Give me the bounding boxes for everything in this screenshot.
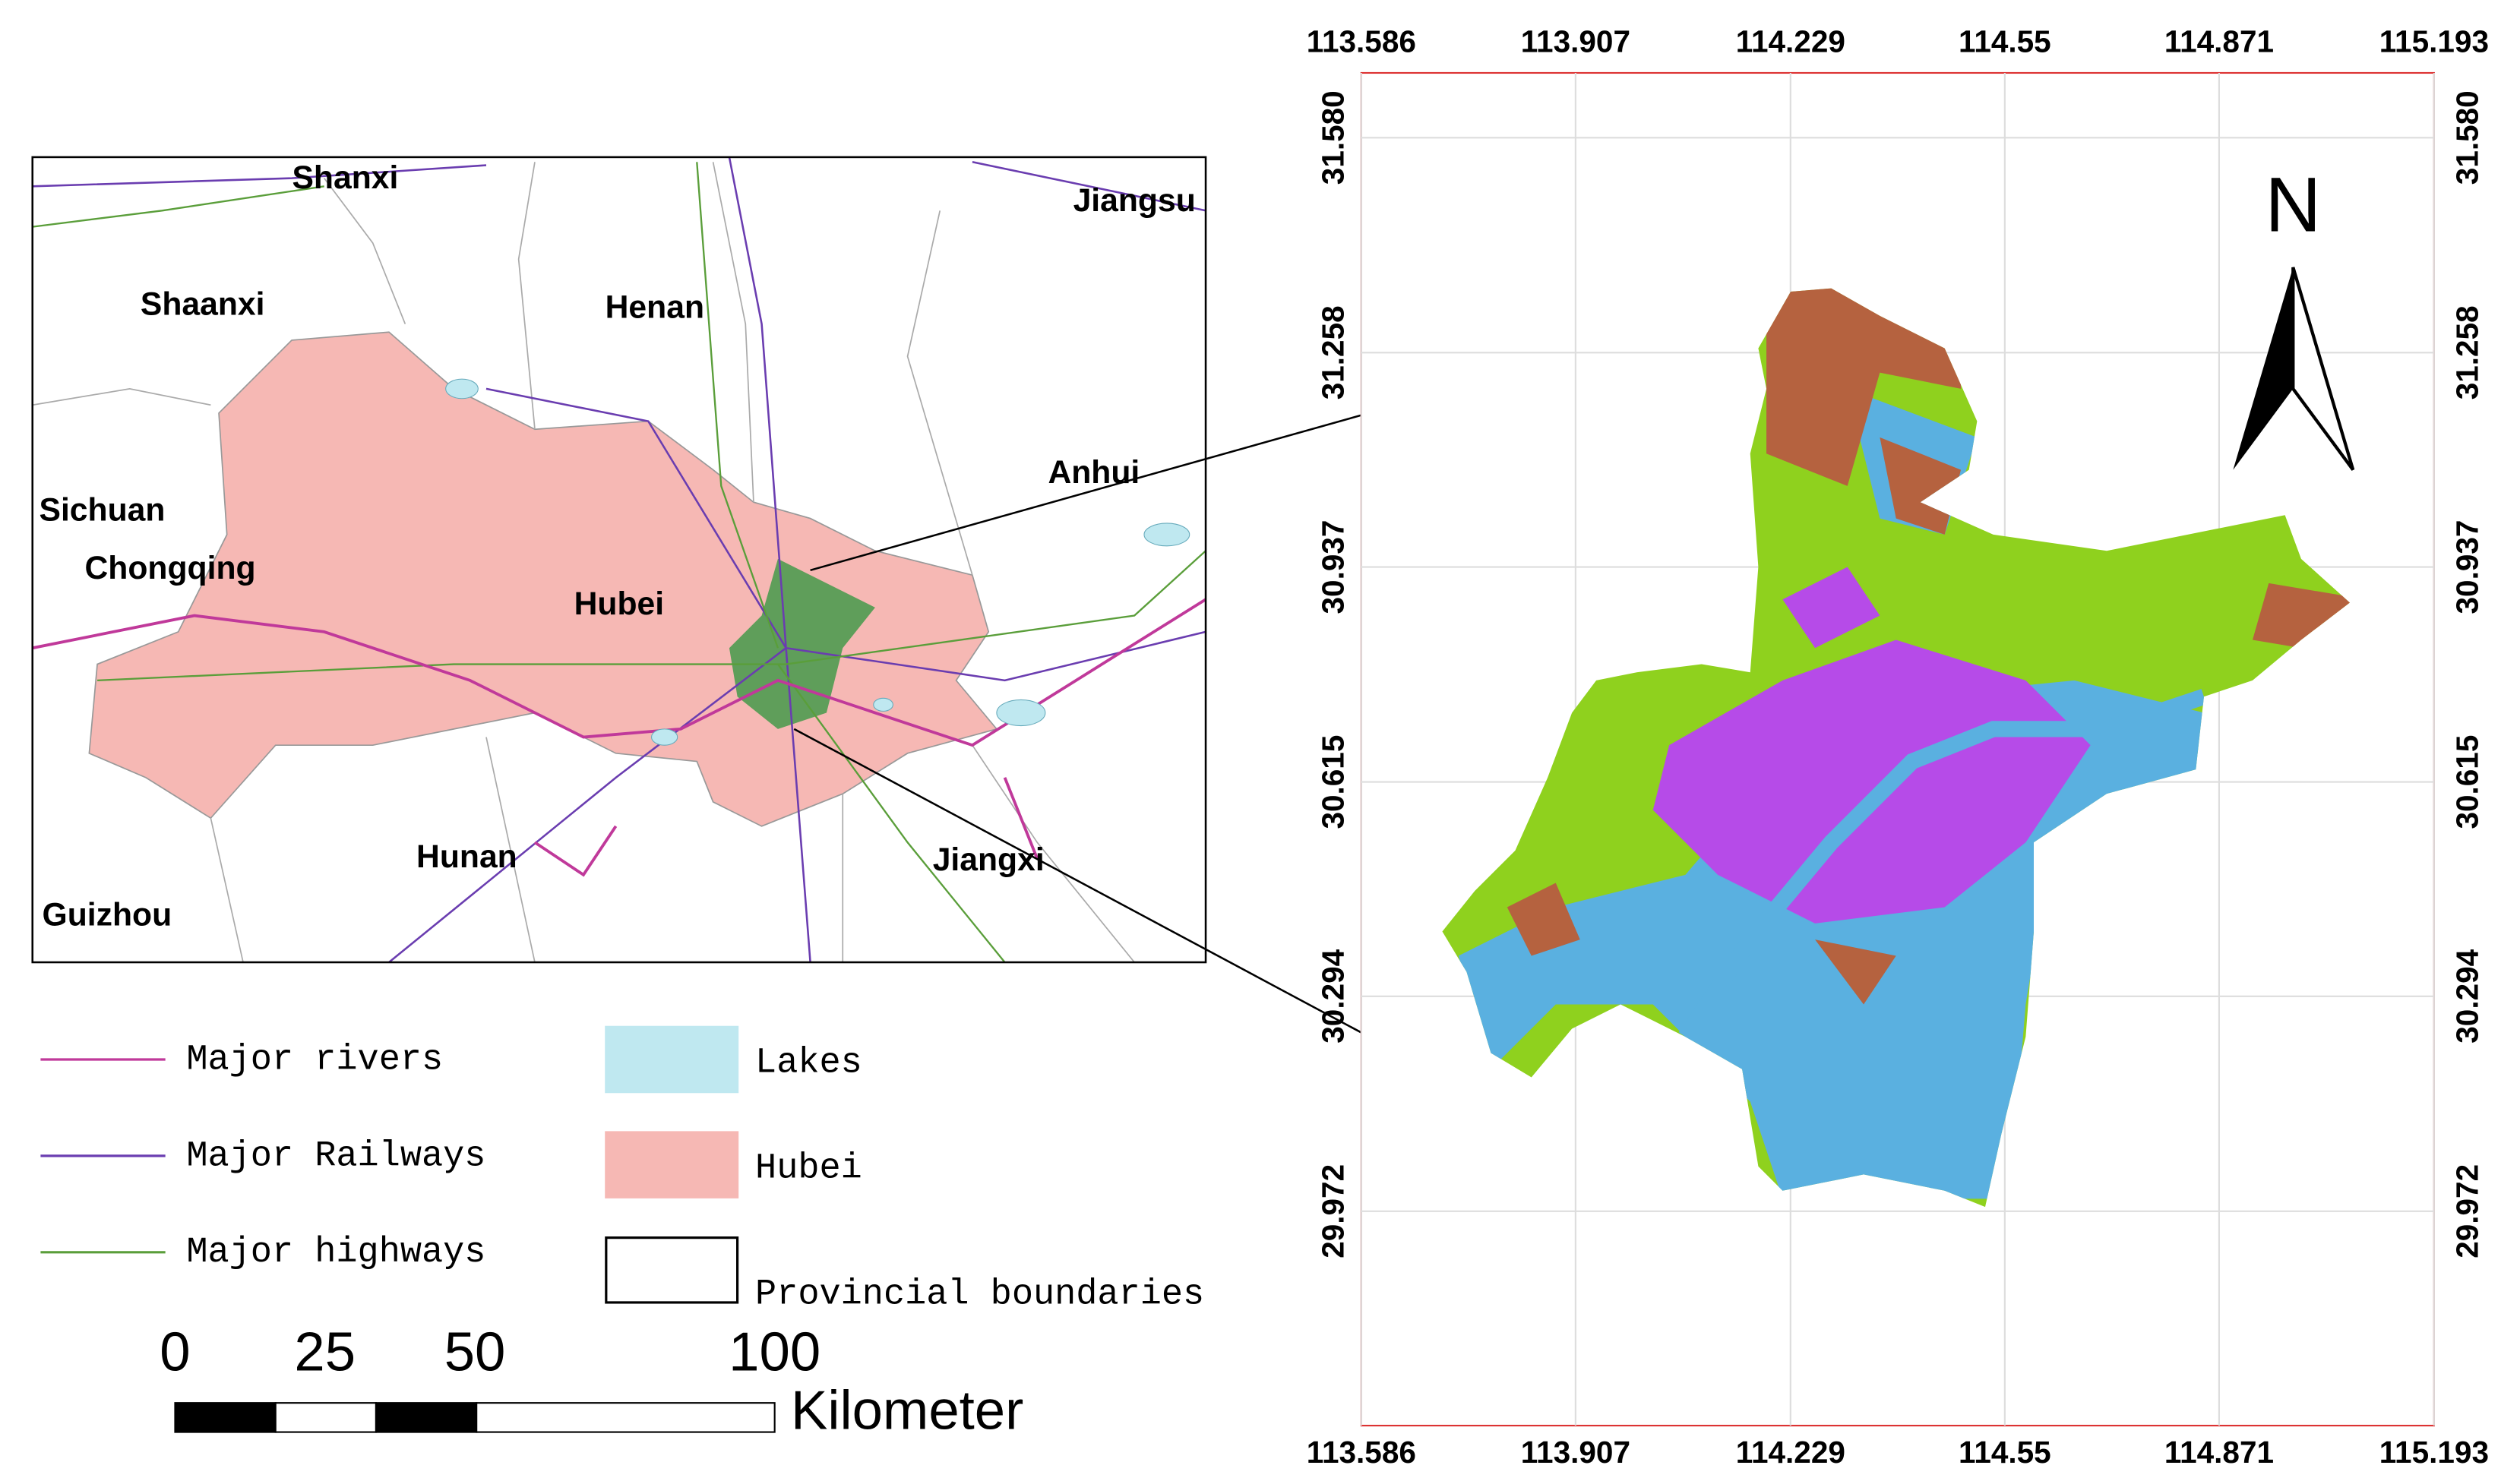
scale-label: 0	[160, 1321, 190, 1382]
x-tick-label: 114.871	[2164, 1435, 2274, 1470]
y-tick-label: 31.258	[2449, 305, 2484, 399]
y-tick-label: 29.972	[2449, 1164, 2484, 1258]
boundaries	[32, 162, 1135, 963]
y-tick-label: 30.937	[2449, 520, 2484, 614]
place-label: Jiangsu	[1073, 182, 1196, 219]
x-tick-label: 114.55	[1959, 1435, 2051, 1470]
scale-label: 25	[294, 1321, 356, 1382]
place-label: Anhui	[1048, 454, 1140, 491]
x-tick-label: 114.229	[1736, 24, 1845, 58]
lakes	[445, 378, 1190, 746]
x-tick-label: 115.193	[2379, 1435, 2489, 1470]
legend-swatch	[605, 1025, 739, 1094]
x-tick-label: 113.907	[1521, 1435, 1630, 1470]
x-tick-label: 113.907	[1521, 24, 1630, 58]
y-tick-label: 30.937	[1315, 520, 1350, 614]
y-tick-label: 31.580	[2449, 90, 2484, 185]
north-label: N	[2265, 160, 2321, 248]
y-tick-label: 29.972	[1315, 1164, 1350, 1258]
legend-label: Hubei	[755, 1148, 862, 1189]
y-tick-label: 30.294	[1315, 949, 1350, 1043]
legend-label: Lakes	[755, 1044, 862, 1084]
scale-unit: Kilometer	[791, 1379, 1023, 1441]
legend-label: Major highways	[186, 1233, 485, 1273]
place-label: Henan	[605, 289, 704, 326]
x-tick-label: 114.229	[1736, 1435, 1845, 1470]
place-label: Chongqing	[85, 550, 256, 586]
x-tick-label: 113.586	[1307, 1435, 1416, 1470]
place-label: Jiangxi	[933, 842, 1045, 878]
overview-frame	[31, 156, 1207, 964]
place-label: Shaanxi	[141, 286, 265, 322]
y-tick-label: 31.580	[1315, 90, 1350, 185]
x-tick-label: 114.55	[1959, 24, 2051, 58]
legend-label: Major rivers	[186, 1040, 443, 1080]
detail-map: 113.586 113.586 113.907 113.907 114.229 114.2…	[1307, 24, 2489, 1470]
railways	[32, 156, 1206, 963]
overview-labels: Shanxi Jiangsu Shaanxi Henan Anhui Sichuan Cho…	[40, 159, 1196, 933]
y-tick-label: 30.294	[2449, 949, 2484, 1043]
y-tick-label: 31.258	[1315, 305, 1350, 399]
place-label: Sichuan	[40, 491, 166, 528]
place-label: Hunan	[416, 838, 517, 875]
place-label: Shanxi	[292, 159, 398, 196]
legend-swatch	[605, 1236, 739, 1304]
x-tick-label: 113.586	[1307, 24, 1416, 58]
scale-label: 100	[729, 1321, 821, 1382]
scale-label: 50	[444, 1321, 506, 1382]
legend-label: Major Railways	[186, 1136, 485, 1176]
y-tick-label: 30.615	[1315, 735, 1350, 829]
legend: Major rivers Major Railways Major highways…	[40, 1025, 1204, 1315]
overview-map	[32, 156, 1206, 963]
x-tick-label: 115.193	[2379, 24, 2489, 58]
y-tick-label: 30.615	[2449, 735, 2484, 829]
legend-swatch	[605, 1131, 739, 1198]
north-arrow	[2233, 267, 2355, 471]
highways	[32, 162, 1206, 963]
legend-label: Provincial boundaries	[755, 1275, 1204, 1315]
place-label: Guizhou	[43, 897, 172, 933]
place-label: Hubei	[574, 586, 665, 622]
x-tick-label: 114.871	[2164, 24, 2274, 58]
